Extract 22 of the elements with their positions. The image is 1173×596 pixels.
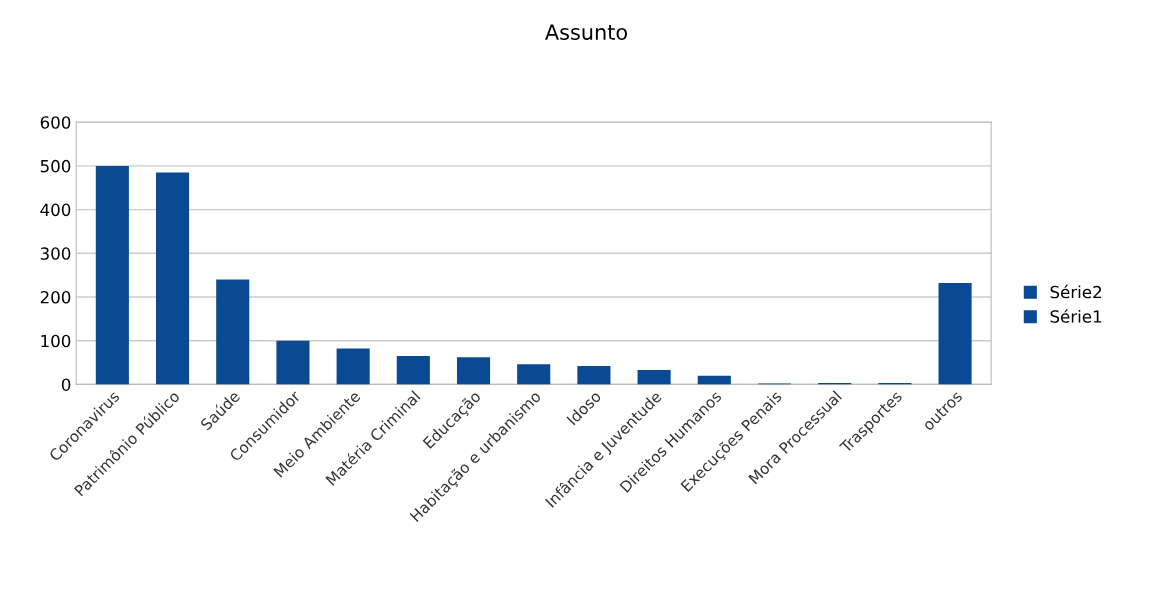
y-tick-label: 600 bbox=[40, 116, 71, 129]
bar bbox=[938, 283, 972, 385]
y-tick-label: 200 bbox=[40, 290, 71, 304]
y-tick-label: 300 bbox=[40, 247, 71, 260]
bar bbox=[577, 366, 611, 385]
bar bbox=[456, 357, 491, 385]
bar bbox=[276, 340, 310, 385]
bar bbox=[637, 370, 671, 385]
bar bbox=[517, 364, 551, 385]
y-tick-label: 500 bbox=[40, 159, 71, 173]
bar bbox=[697, 375, 731, 385]
y-tick-label: 400 bbox=[40, 203, 71, 217]
bar bbox=[216, 279, 250, 385]
legend-label: Série2 bbox=[1050, 284, 1101, 299]
bar bbox=[156, 172, 190, 385]
y-tick-label: 0 bbox=[61, 378, 71, 391]
bar bbox=[95, 165, 129, 385]
bar bbox=[336, 348, 370, 385]
y-tick-label: 100 bbox=[41, 334, 71, 348]
legend-label: Série1 bbox=[1050, 309, 1102, 323]
chart-title: Assunto bbox=[545, 24, 628, 40]
bar bbox=[396, 356, 430, 385]
